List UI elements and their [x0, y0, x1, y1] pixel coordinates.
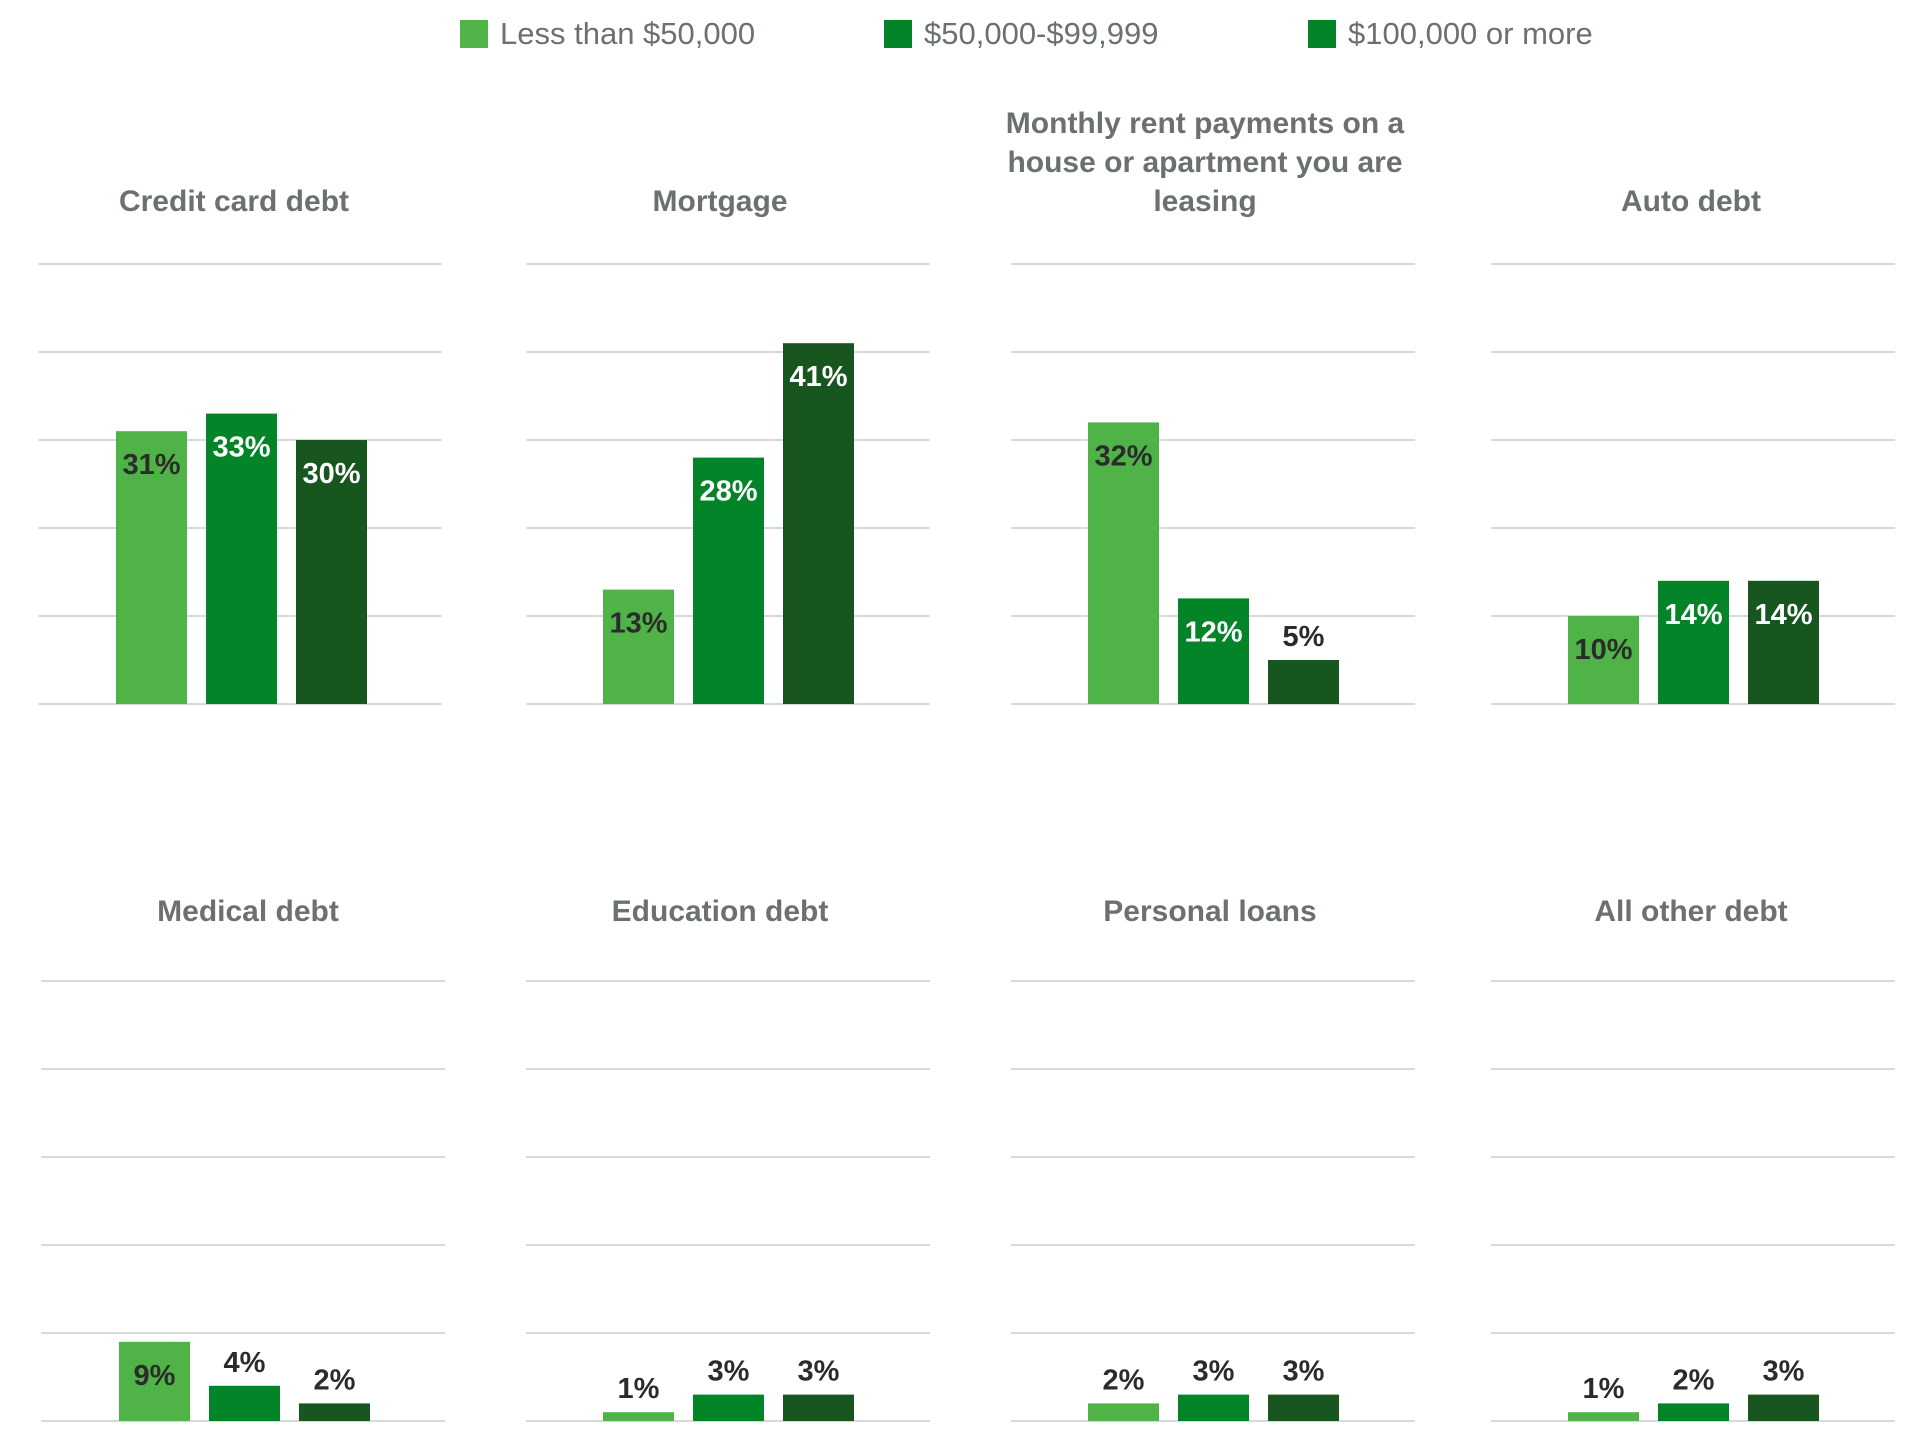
chart-auto: 10% 14% 14% — [1491, 263, 1895, 705]
data-label: 3% — [1193, 1356, 1235, 1388]
bar-personal-loans-3 — [1268, 1394, 1339, 1421]
chart-title-credit-card: Credit card debt — [118, 185, 350, 218]
bar-personal-loans-1 — [1088, 1403, 1159, 1421]
chart-education: 1% 3% 3% — [526, 980, 930, 1422]
legend-swatch — [884, 20, 912, 48]
data-label: 33% — [212, 432, 270, 464]
data-label: 1% — [1583, 1373, 1625, 1405]
data-label: 1% — [618, 1373, 660, 1405]
data-label: 12% — [1184, 616, 1242, 648]
legend-item-100k-plus: $100,000 or more — [1308, 14, 1593, 54]
legend-item-under-50k: Less than $50,000 — [460, 14, 755, 54]
bar-rent-3 — [1268, 660, 1339, 704]
legend: Less than $50,000 $50,000-$99,999 $100,0… — [0, 8, 1920, 58]
bar-auto-3 — [1748, 580, 1819, 704]
bar-medical-1 — [119, 1341, 190, 1421]
chart-title-education: Education debt — [611, 895, 829, 928]
bar-credit-card-3 — [296, 440, 367, 704]
data-label: 32% — [1094, 440, 1152, 472]
bar-credit-card-1 — [116, 431, 187, 704]
chart-title-mortgage: Mortgage — [652, 185, 788, 218]
chart-all-other: 1% 2% 3% — [1491, 980, 1895, 1422]
bar-education-1 — [603, 1412, 674, 1421]
data-label: 5% — [1283, 621, 1325, 653]
legend-swatch — [1308, 20, 1336, 48]
data-label: 28% — [699, 476, 757, 508]
bar-personal-loans-2 — [1178, 1394, 1249, 1421]
chart-medical: 9% 4% 2% — [41, 980, 445, 1422]
chart-title-medical: Medical debt — [157, 895, 339, 928]
chart-personal-loans: 2% 3% 3% — [1011, 980, 1415, 1422]
data-label: 2% — [314, 1364, 356, 1396]
bar-mortgage-2 — [693, 457, 764, 704]
data-label: 2% — [1103, 1364, 1145, 1396]
chart-title-personal-loans: Personal loans — [1103, 895, 1317, 928]
bar-all-other-3 — [1748, 1394, 1819, 1421]
bar-auto-2 — [1658, 580, 1729, 704]
chart-title-auto: Auto debt — [1621, 185, 1761, 218]
chart-credit-card: 31% 33% 30% — [38, 263, 442, 705]
legend-label: $100,000 or more — [1348, 16, 1593, 51]
legend-label: Less than $50,000 — [500, 16, 756, 51]
bar-credit-card-2 — [206, 413, 277, 704]
data-label: 3% — [1283, 1356, 1325, 1388]
bar-auto-1 — [1568, 616, 1639, 704]
bar-education-2 — [693, 1394, 764, 1421]
legend-item-50k-99k: $50,000-$99,999 — [884, 14, 1158, 54]
bar-medical-3 — [299, 1403, 370, 1421]
bar-all-other-2 — [1658, 1403, 1729, 1421]
chart-mortgage: 13% 28% 41% — [526, 263, 930, 705]
bar-medical-2 — [209, 1385, 280, 1421]
bar-all-other-1 — [1568, 1412, 1639, 1421]
data-label: 3% — [1763, 1356, 1805, 1388]
chart-title-rent: Monthly rent payments on a house or apar… — [1005, 107, 1405, 218]
bar-rent-2 — [1178, 598, 1249, 704]
chart-rent: 32% 12% 5% — [1011, 263, 1415, 705]
data-label: 14% — [1664, 599, 1722, 631]
data-label: 3% — [708, 1356, 750, 1388]
data-label: 30% — [302, 458, 360, 490]
bar-rent-1 — [1088, 422, 1159, 704]
legend-label: $50,000-$99,999 — [924, 16, 1159, 51]
data-label: 2% — [1673, 1364, 1715, 1396]
bar-mortgage-3 — [783, 343, 854, 704]
data-label: 10% — [1574, 634, 1632, 666]
data-label: 14% — [1754, 599, 1812, 631]
data-label: 3% — [798, 1356, 840, 1388]
data-label: 13% — [609, 608, 667, 640]
bar-mortgage-1 — [603, 589, 674, 704]
data-label: 41% — [789, 361, 847, 393]
data-label: 31% — [122, 449, 180, 481]
legend-swatch — [460, 20, 488, 48]
bar-education-3 — [783, 1394, 854, 1421]
chart-title-all-other: All other debt — [1594, 895, 1788, 928]
data-label: 9% — [134, 1360, 176, 1392]
data-label: 4% — [224, 1347, 266, 1379]
